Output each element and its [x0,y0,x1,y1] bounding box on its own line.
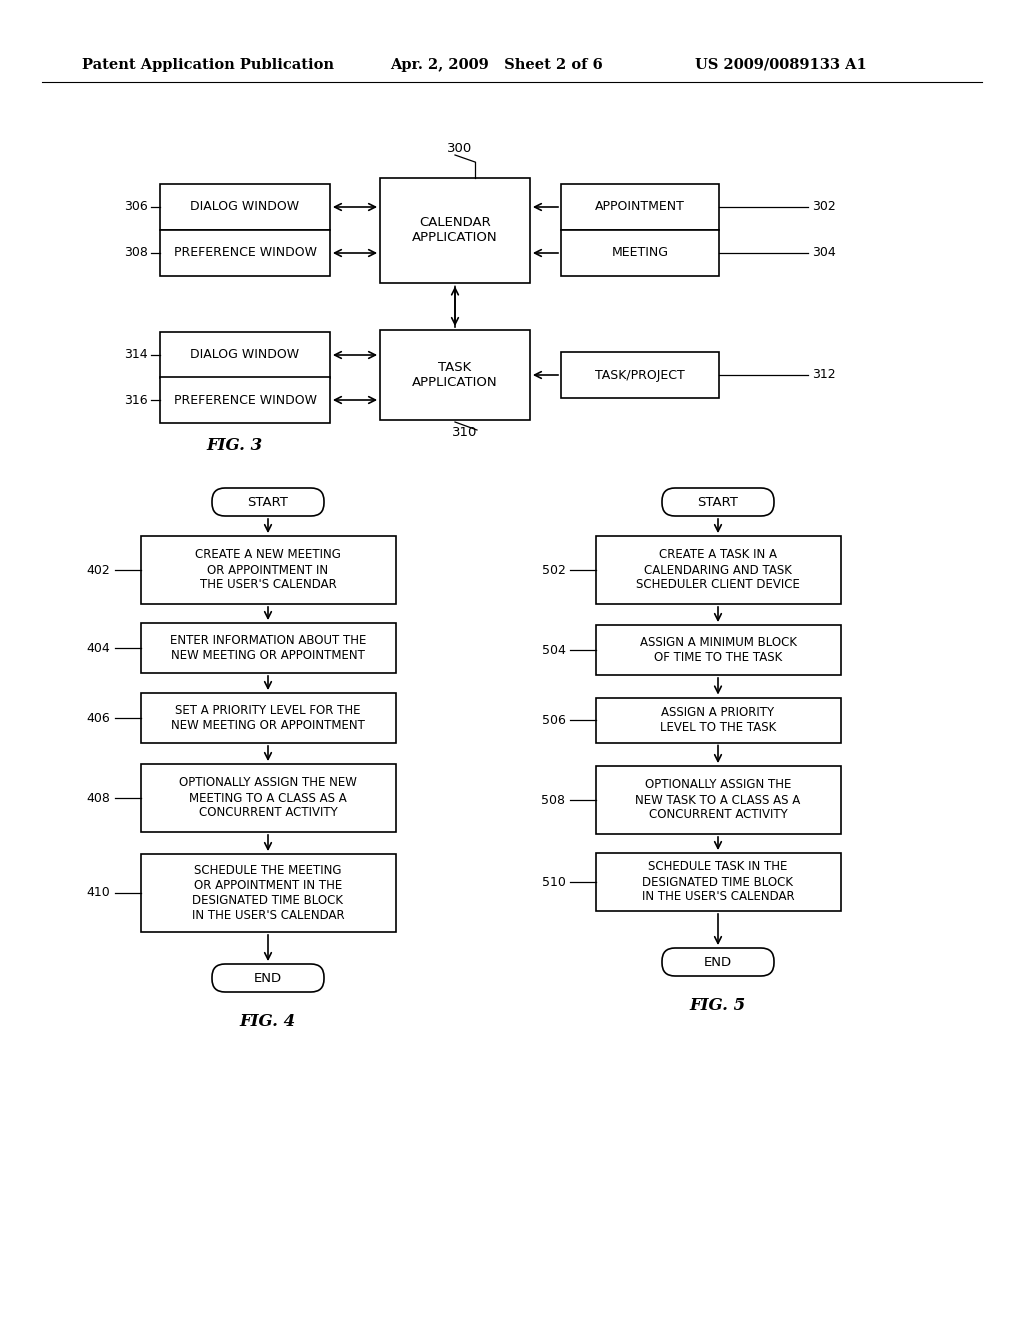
FancyBboxPatch shape [140,764,395,832]
Text: 306: 306 [124,201,148,214]
Text: FIG. 3: FIG. 3 [207,437,263,454]
FancyBboxPatch shape [561,183,719,230]
Text: START: START [248,495,289,508]
Text: START: START [697,495,738,508]
FancyBboxPatch shape [160,333,330,378]
Text: 308: 308 [124,247,148,260]
Text: 312: 312 [812,368,836,381]
Text: END: END [254,972,282,985]
Text: OPTIONALLY ASSIGN THE
NEW TASK TO A CLASS AS A
CONCURRENT ACTIVITY: OPTIONALLY ASSIGN THE NEW TASK TO A CLAS… [635,779,801,821]
FancyBboxPatch shape [662,488,774,516]
Text: 316: 316 [124,393,148,407]
Text: 406: 406 [87,711,111,725]
FancyBboxPatch shape [596,853,841,911]
Text: 304: 304 [812,247,836,260]
Text: PREFERENCE WINDOW: PREFERENCE WINDOW [173,393,316,407]
FancyBboxPatch shape [140,693,395,743]
Text: END: END [703,956,732,969]
Text: 502: 502 [542,564,565,577]
FancyBboxPatch shape [596,697,841,742]
Text: 410: 410 [87,887,111,899]
Text: Patent Application Publication: Patent Application Publication [82,58,334,73]
Text: TASK/PROJECT: TASK/PROJECT [595,368,685,381]
FancyBboxPatch shape [596,624,841,675]
Text: CREATE A NEW MEETING
OR APPOINTMENT IN
THE USER'S CALENDAR: CREATE A NEW MEETING OR APPOINTMENT IN T… [195,549,341,591]
Text: ASSIGN A MINIMUM BLOCK
OF TIME TO THE TASK: ASSIGN A MINIMUM BLOCK OF TIME TO THE TA… [640,636,797,664]
Text: DIALOG WINDOW: DIALOG WINDOW [190,201,300,214]
Text: 310: 310 [453,425,477,438]
Text: APPOINTMENT: APPOINTMENT [595,201,685,214]
FancyBboxPatch shape [140,854,395,932]
FancyBboxPatch shape [212,488,324,516]
Text: 404: 404 [87,642,111,655]
FancyBboxPatch shape [662,948,774,975]
Text: 506: 506 [542,714,565,726]
Text: SCHEDULE THE MEETING
OR APPOINTMENT IN THE
DESIGNATED TIME BLOCK
IN THE USER'S C: SCHEDULE THE MEETING OR APPOINTMENT IN T… [191,865,344,921]
Text: 300: 300 [447,141,473,154]
Text: 510: 510 [542,875,565,888]
Text: 314: 314 [124,348,148,362]
FancyBboxPatch shape [561,352,719,399]
Text: 504: 504 [542,644,565,656]
Text: US 2009/0089133 A1: US 2009/0089133 A1 [695,58,866,73]
FancyBboxPatch shape [160,183,330,230]
Text: FIG. 5: FIG. 5 [690,997,746,1014]
FancyBboxPatch shape [380,330,530,420]
Text: 302: 302 [812,201,836,214]
FancyBboxPatch shape [160,378,330,422]
FancyBboxPatch shape [596,766,841,834]
Text: CREATE A TASK IN A
CALENDARING AND TASK
SCHEDULER CLIENT DEVICE: CREATE A TASK IN A CALENDARING AND TASK … [636,549,800,591]
Text: SET A PRIORITY LEVEL FOR THE
NEW MEETING OR APPOINTMENT: SET A PRIORITY LEVEL FOR THE NEW MEETING… [171,704,365,733]
FancyBboxPatch shape [380,177,530,282]
Text: ASSIGN A PRIORITY
LEVEL TO THE TASK: ASSIGN A PRIORITY LEVEL TO THE TASK [659,706,776,734]
Text: TASK
APPLICATION: TASK APPLICATION [413,360,498,389]
Text: SCHEDULE TASK IN THE
DESIGNATED TIME BLOCK
IN THE USER'S CALENDAR: SCHEDULE TASK IN THE DESIGNATED TIME BLO… [642,861,795,903]
Text: OPTIONALLY ASSIGN THE NEW
MEETING TO A CLASS AS A
CONCURRENT ACTIVITY: OPTIONALLY ASSIGN THE NEW MEETING TO A C… [179,776,357,820]
Text: FIG. 4: FIG. 4 [240,1012,296,1030]
Text: 402: 402 [87,564,111,577]
FancyBboxPatch shape [561,230,719,276]
Text: 508: 508 [542,793,565,807]
Text: PREFERENCE WINDOW: PREFERENCE WINDOW [173,247,316,260]
FancyBboxPatch shape [596,536,841,605]
FancyBboxPatch shape [160,230,330,276]
FancyBboxPatch shape [140,623,395,673]
FancyBboxPatch shape [140,536,395,605]
Text: Apr. 2, 2009   Sheet 2 of 6: Apr. 2, 2009 Sheet 2 of 6 [390,58,603,73]
Text: MEETING: MEETING [611,247,669,260]
Text: ENTER INFORMATION ABOUT THE
NEW MEETING OR APPOINTMENT: ENTER INFORMATION ABOUT THE NEW MEETING … [170,634,367,663]
Text: DIALOG WINDOW: DIALOG WINDOW [190,348,300,362]
Text: 408: 408 [87,792,111,804]
Text: CALENDAR
APPLICATION: CALENDAR APPLICATION [413,216,498,244]
FancyBboxPatch shape [212,964,324,993]
